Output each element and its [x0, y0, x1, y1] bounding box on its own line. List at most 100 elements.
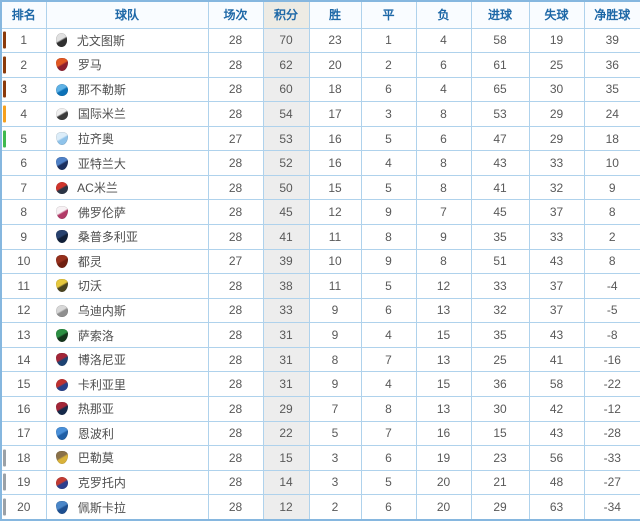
goals-for-cell: 43 [470, 150, 530, 176]
goals-against-cell: 25 [528, 52, 585, 78]
team-name: 国际米兰 [77, 107, 126, 122]
goals-against-cell: 29 [528, 125, 585, 152]
team-name: 巴勒莫 [77, 451, 114, 466]
rank-cell: 1 [0, 27, 47, 54]
team-crest-icon [55, 353, 68, 367]
team-crest-icon [55, 156, 68, 170]
points-cell: 52 [262, 150, 310, 176]
team-row: 15 卡利亚里 28 31 9 4 15 36 58 -22 [0, 371, 640, 397]
team-row: 12 乌迪内斯 28 33 9 6 13 32 37 -5 [0, 297, 640, 324]
team-crest-icon [55, 83, 68, 96]
team-name: 切沃 [77, 279, 102, 294]
wins-cell: 16 [308, 125, 362, 152]
team-cell: 恩波利 [45, 420, 209, 447]
points-cell: 39 [262, 248, 310, 275]
rank-cell: 3 [0, 76, 47, 103]
rank-number: 8 [20, 205, 28, 220]
losses-cell: 8 [415, 174, 472, 201]
points-cell: 29 [262, 395, 310, 422]
draws-cell: 2 [360, 52, 417, 78]
team-crest-icon [55, 476, 68, 489]
rank-cell: 15 [0, 371, 47, 397]
wins-cell: 11 [308, 273, 362, 299]
team-name: 拉齐奥 [77, 132, 114, 147]
draws-cell: 1 [360, 27, 417, 54]
draws-cell: 6 [360, 297, 417, 324]
team-crest-icon [55, 182, 68, 195]
team-cell: 尤文图斯 [45, 27, 209, 54]
team-crest-icon [55, 58, 68, 72]
points-cell: 12 [262, 494, 310, 521]
goals-against-cell: 42 [528, 395, 585, 422]
rank-cell: 4 [0, 101, 47, 127]
played-cell: 28 [207, 297, 264, 324]
losses-cell: 4 [415, 76, 472, 103]
team-name: 恩波利 [77, 426, 114, 441]
rank-number: 6 [20, 156, 28, 171]
team-row: 16 热那亚 28 29 7 8 13 30 42 -12 [0, 395, 640, 422]
standings-body: 1 尤文图斯 28 70 23 1 4 58 19 39 2 罗马 28 62 … [0, 27, 640, 521]
goal-diff-cell: 2 [583, 224, 640, 250]
played-cell: 28 [207, 199, 264, 225]
team-row: 6 亚特兰大 28 52 16 4 8 43 33 10 [0, 150, 640, 176]
goals-against-cell: 37 [528, 199, 585, 225]
wins-cell: 12 [308, 199, 362, 225]
rank-cell: 19 [0, 469, 47, 496]
rank-number: 4 [20, 106, 28, 121]
goals-against-cell: 33 [528, 150, 585, 176]
team-name: 卡利亚里 [77, 377, 126, 392]
losses-cell: 20 [415, 469, 472, 496]
goal-diff-cell: 8 [583, 199, 640, 225]
played-cell: 28 [207, 445, 264, 471]
team-row: 19 克罗托内 28 14 3 5 20 21 48 -27 [0, 469, 640, 496]
wins-cell: 11 [308, 224, 362, 250]
goals-against-cell: 37 [528, 297, 585, 324]
rank-number: 9 [20, 229, 28, 244]
draws-cell: 4 [360, 150, 417, 176]
team-cell: 亚特兰大 [45, 150, 209, 176]
header-row: 排名 球队 场次 积分 胜 平 负 进球 失球 净胜球 [0, 0, 640, 29]
goals-against-cell: 63 [528, 494, 585, 521]
goal-diff-cell: 36 [583, 52, 640, 78]
team-cell: 都灵 [45, 248, 209, 275]
team-crest-icon [55, 205, 68, 219]
draws-cell: 6 [360, 445, 417, 471]
goals-for-cell: 23 [470, 445, 530, 471]
col-header-wins: 胜 [308, 0, 362, 29]
losses-cell: 12 [415, 273, 472, 299]
rank-number: 3 [20, 82, 28, 97]
draws-cell: 9 [360, 248, 417, 275]
team-crest-icon [55, 378, 68, 391]
wins-cell: 17 [308, 101, 362, 127]
goals-for-cell: 51 [470, 248, 530, 275]
team-crest-icon [55, 402, 68, 416]
team-cell: 博洛尼亚 [45, 346, 209, 373]
team-cell: 国际米兰 [45, 101, 209, 127]
draws-cell: 3 [360, 101, 417, 127]
rank-cell: 9 [0, 224, 47, 250]
col-header-rank: 排名 [0, 0, 47, 29]
team-cell: 萨索洛 [45, 322, 209, 348]
team-name: 都灵 [77, 254, 102, 269]
losses-cell: 4 [415, 27, 472, 54]
zone-indicator [3, 80, 6, 98]
losses-cell: 19 [415, 445, 472, 471]
rank-number: 5 [20, 131, 28, 146]
team-crest-icon [55, 451, 68, 465]
played-cell: 28 [207, 322, 264, 348]
col-header-losses: 负 [415, 0, 472, 29]
points-cell: 41 [262, 224, 310, 250]
goals-for-cell: 58 [470, 27, 530, 54]
team-cell: 桑普多利亚 [45, 224, 209, 250]
points-cell: 62 [262, 52, 310, 78]
draws-cell: 8 [360, 224, 417, 250]
rank-number: 11 [17, 278, 30, 293]
col-header-team: 球队 [45, 0, 209, 29]
team-crest-icon [55, 304, 68, 317]
goals-for-cell: 15 [470, 420, 530, 447]
team-cell: 克罗托内 [45, 469, 209, 496]
points-cell: 60 [262, 76, 310, 103]
rank-cell: 2 [0, 52, 47, 78]
team-cell: 卡利亚里 [45, 371, 209, 397]
